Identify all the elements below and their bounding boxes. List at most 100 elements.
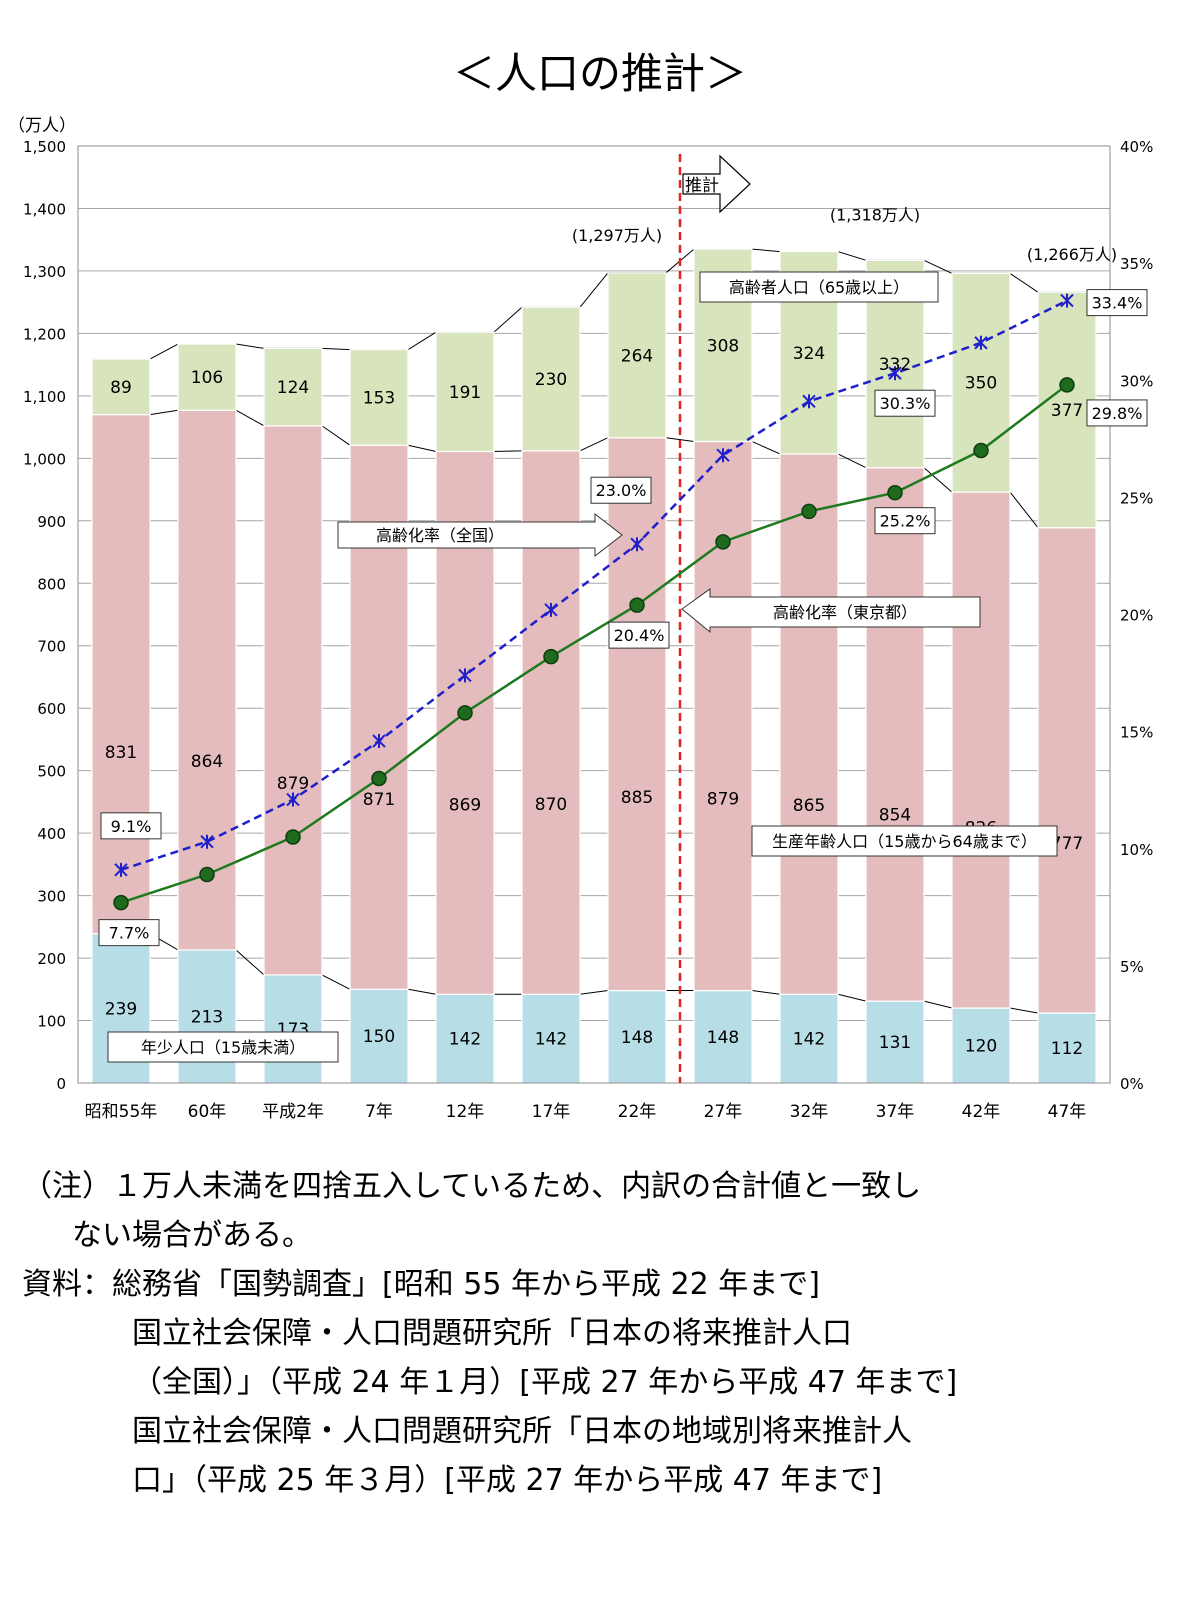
source-line5: 口」（平成 25 年３月）[平成 27 年から平成 47 年まで] xyxy=(132,1463,883,1498)
rate-label: 7.7% xyxy=(109,924,150,943)
y2-tick-label: 0% xyxy=(1120,1075,1144,1093)
bar-connector-line xyxy=(1009,1007,1039,1014)
bar-value-label: 148 xyxy=(707,1028,739,1048)
bar-segment xyxy=(607,272,667,439)
bar-value-label: 350 xyxy=(965,374,997,394)
rate-label-box xyxy=(1086,399,1148,427)
y-tick-label: 700 xyxy=(37,638,66,656)
bar-value-label: 854 xyxy=(879,805,911,825)
bar-value-label: 777 xyxy=(1051,834,1083,854)
bar-connector-line xyxy=(235,343,265,349)
bar-connector-line xyxy=(837,251,867,261)
bar-value-label: 831 xyxy=(105,743,137,763)
bar-value-label: 332 xyxy=(879,355,911,375)
bar-value-label: 148 xyxy=(621,1028,653,1048)
bar-value-label: 131 xyxy=(879,1033,911,1053)
callout-rate-tokyo-arrow xyxy=(681,588,981,634)
series-point xyxy=(888,366,902,381)
bar-connector-line xyxy=(579,272,609,308)
bar-value-label: 142 xyxy=(793,1030,825,1050)
x-tick-label: 22年 xyxy=(618,1102,657,1122)
x-tick-label: 7年 xyxy=(365,1102,393,1122)
y2-tick-label: 10% xyxy=(1120,841,1153,859)
series-point xyxy=(200,834,214,849)
callout-rate-tokyo: 高齢化率（東京都） xyxy=(773,603,917,622)
rate-label-box xyxy=(590,476,652,504)
bar-value-label: 864 xyxy=(191,752,223,772)
x-tick-label: 昭和55年 xyxy=(85,1102,158,1122)
y-tick-label: 1,200 xyxy=(23,325,66,343)
series-line xyxy=(120,299,1068,872)
callout-rate-national: 高齢化率（全国） xyxy=(376,526,504,545)
rate-label: 23.0% xyxy=(596,481,647,500)
rate-label: 25.2% xyxy=(880,512,931,531)
series-point xyxy=(1059,377,1075,393)
bar-segment xyxy=(1037,527,1097,1014)
bar-segment xyxy=(1037,291,1097,529)
bar-segment xyxy=(177,343,237,411)
y-tick-label: 100 xyxy=(37,1013,66,1031)
total-label: (1,318万人) xyxy=(830,205,920,224)
source-label: 資料： xyxy=(22,1267,112,1302)
bar-connector-line xyxy=(751,990,781,995)
rate-label-box xyxy=(1086,289,1148,317)
y-tick-label: 0 xyxy=(56,1075,66,1093)
y-tick-label: 800 xyxy=(37,575,66,593)
plot-frame xyxy=(77,145,1111,1084)
series-point xyxy=(457,705,473,721)
rate-label: 33.4% xyxy=(1092,294,1143,313)
series-line xyxy=(120,383,1068,904)
bar-connector-line xyxy=(579,990,609,995)
y-tick-label: 1,500 xyxy=(23,138,66,156)
bar-connector-line xyxy=(837,453,867,469)
callout-aged: 高齢者人口（65歳以上） xyxy=(729,278,909,297)
bar-value-label: 865 xyxy=(793,796,825,816)
bar-connector-line xyxy=(923,1000,953,1009)
x-tick-label: 12年 xyxy=(446,1102,485,1122)
y-tick-label: 300 xyxy=(37,888,66,906)
bar-connector-line xyxy=(407,988,437,995)
series-point xyxy=(974,335,988,350)
source-line1: 総務省「国勢調査」[昭和 55 年から平成 22 年まで] xyxy=(112,1267,820,1302)
source-line3: （全国）」（平成 24 年１月）[平成 27 年から平成 47 年まで] xyxy=(132,1365,958,1400)
bar-connector-line xyxy=(407,331,437,351)
callout-young-box xyxy=(107,1031,339,1063)
bar-connector-line xyxy=(493,306,523,333)
population-chart: ＜人口の推計＞ （万人） 0 100 200 300 400 500 600 700 800 90… xyxy=(8,49,1153,1122)
series-point xyxy=(372,733,386,748)
bar-value-label: 870 xyxy=(535,795,567,815)
bar-connector-line xyxy=(751,441,781,455)
bar-value-label: 112 xyxy=(1051,1039,1083,1059)
bar-value-label: 89 xyxy=(110,378,132,398)
bar-connector-line xyxy=(665,437,695,442)
series-point xyxy=(114,862,128,877)
y-tick-label: 600 xyxy=(37,700,66,718)
total-label: (1,297万人) xyxy=(572,226,662,245)
y-tick-label: 1,300 xyxy=(23,263,66,281)
series-point xyxy=(802,394,816,409)
series-point xyxy=(113,894,129,911)
bar-value-label: 869 xyxy=(449,795,481,815)
projection-arrow xyxy=(682,154,751,214)
callout-rate-national-arrow xyxy=(337,512,623,558)
bar-value-label: 239 xyxy=(105,999,137,1019)
bar-segment xyxy=(951,1007,1011,1084)
bar-segment xyxy=(349,349,409,446)
bar-connector-line xyxy=(149,409,179,416)
series-point xyxy=(371,770,387,787)
y-tick-label: 1,400 xyxy=(23,200,66,218)
series-point xyxy=(716,448,730,463)
bar-value-label: 879 xyxy=(707,789,739,809)
callout-working: 生産年齢人口（15歳から64歳まで） xyxy=(772,832,1037,851)
chart-title: ＜人口の推計＞ xyxy=(453,49,747,98)
y2-tick-label: 5% xyxy=(1120,958,1144,976)
bar-segment xyxy=(607,437,667,992)
x-tick-label: 42年 xyxy=(962,1102,1001,1122)
bar-segment xyxy=(1037,1012,1097,1084)
x-tick-label: 47年 xyxy=(1048,1102,1087,1122)
bar-value-label: 324 xyxy=(793,344,825,364)
x-tick-label: 37年 xyxy=(876,1102,915,1122)
bar-segment xyxy=(91,358,151,416)
bar-connector-line xyxy=(235,949,265,976)
note-text-line2: ない場合がある。 xyxy=(72,1218,312,1253)
